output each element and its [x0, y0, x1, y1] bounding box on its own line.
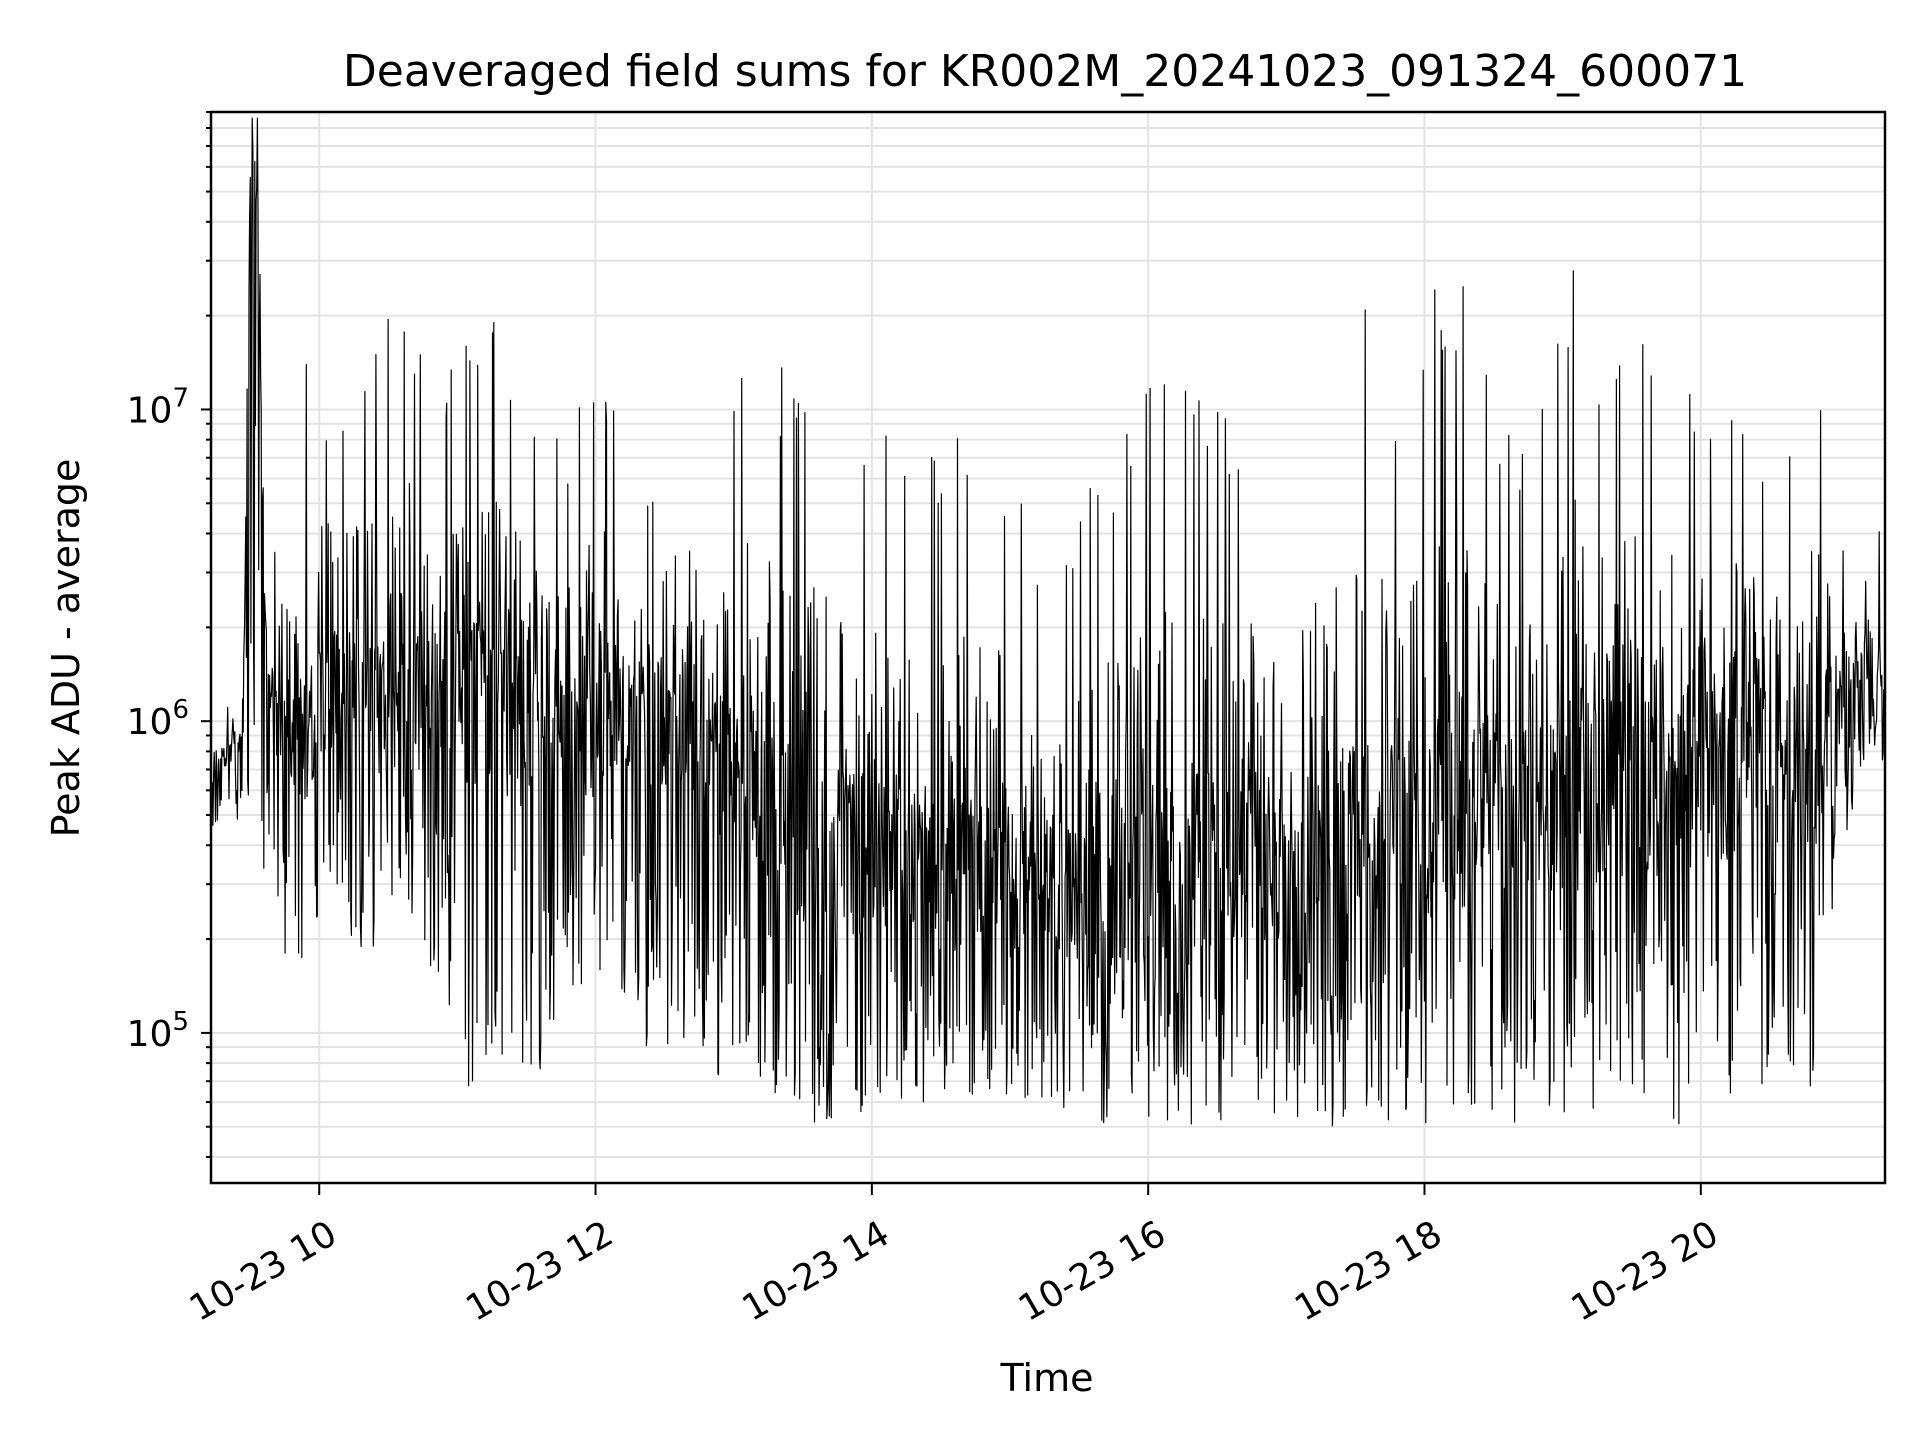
plot-frame	[209, 110, 1887, 1185]
y-tick-label: 107	[127, 383, 189, 431]
y-tick-label: 105	[127, 1007, 189, 1055]
plot-area	[210, 117, 1886, 1127]
x-tick-label: 10-23 10	[183, 1213, 344, 1329]
x-tick-label: 10-23 18	[1288, 1213, 1449, 1329]
y-tick-exponent: 5	[172, 1007, 189, 1037]
y-tick-base: 10	[127, 702, 173, 743]
y-tick-label: 106	[127, 695, 189, 743]
x-tick-label: 10-23 20	[1565, 1213, 1726, 1329]
x-axis-label: Time	[1000, 1356, 1094, 1400]
y-tick-base: 10	[127, 390, 173, 431]
x-axis: 10-23 10 10-23 12 10-23 14 10-23 16 10-23 18…	[183, 1183, 1725, 1330]
grid	[211, 111, 1885, 1183]
y-tick-base: 10	[127, 1014, 173, 1055]
x-tick-label: 10-23 14	[736, 1213, 897, 1329]
y-tick-exponent: 7	[172, 383, 189, 413]
x-tick-label: 10-23 16	[1012, 1213, 1173, 1329]
chart-title: Deaveraged field sums for KR002M_2024102…	[343, 46, 1747, 97]
y-tick-exponent: 6	[172, 695, 189, 725]
x-tick-label: 10-23 12	[459, 1213, 620, 1329]
series-line	[210, 117, 1886, 1127]
y-axis-label: Peak ADU - average	[44, 459, 88, 838]
